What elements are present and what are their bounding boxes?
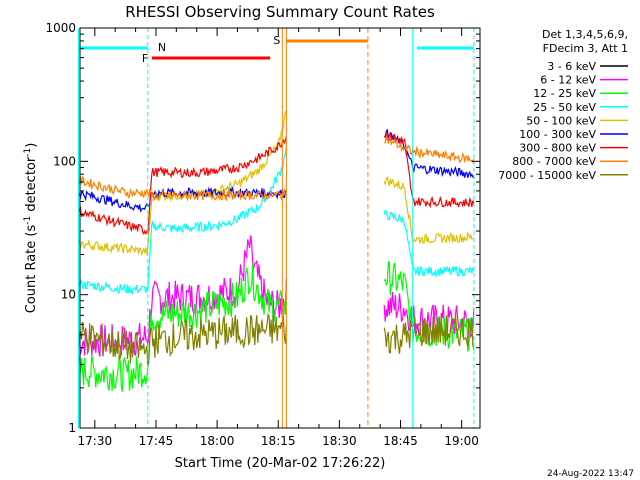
legend-entry-label: 12 - 25 keV	[533, 87, 596, 100]
flare-label: F	[142, 52, 148, 65]
series-line-2-0	[77, 263, 287, 392]
series-line-3-0	[77, 143, 287, 295]
legend-entry-label: 100 - 300 keV	[519, 128, 596, 141]
y-axis-label: Count Rate (s-1 detector-1)	[23, 143, 39, 314]
legend-entry-label: 300 - 800 keV	[519, 142, 596, 155]
legend-entry-label: 50 - 100 keV	[526, 114, 596, 127]
legend-header-1: FDecim 3, Att 1	[543, 42, 628, 55]
legend-entry-label: 800 - 7000 keV	[512, 155, 596, 168]
x-tick-label: 17:45	[139, 434, 174, 448]
series-line-8-1	[383, 313, 475, 354]
legend-entry-label: 3 - 6 keV	[547, 60, 596, 73]
axes-layer: 1 10 100 1000 17:30 17:45 18:00 18:15 18:30 18:45…	[45, 21, 481, 448]
saa-label: S	[273, 34, 280, 47]
chart-title: RHESSI Observing Summary Count Rates	[125, 3, 435, 21]
y-tick-label: 100	[53, 154, 76, 168]
series-line-6-0	[77, 135, 287, 236]
x-tick-label: 18:30	[322, 434, 357, 448]
x-tick-label: 17:30	[78, 434, 113, 448]
y-tick-label: 1	[68, 421, 76, 435]
legend-entry-label: 7000 - 15000 keV	[498, 169, 596, 182]
plot-layer	[77, 110, 475, 392]
y-axis-label-sup1: -1	[23, 216, 33, 225]
y-axis-label-mid: detector	[24, 156, 39, 216]
series-line-4-0	[78, 110, 287, 257]
y-axis-label-sup2: -1	[23, 148, 33, 157]
y-axis-label-main: Count Rate (s	[24, 225, 39, 314]
series-line-7-1	[383, 136, 475, 164]
series-line-8-0	[77, 312, 287, 368]
series-line-4-1	[383, 175, 475, 245]
x-tick-label: 18:45	[383, 434, 418, 448]
plot-frame	[79, 27, 481, 429]
legend-header-0: Det 1,3,4,5,6,9,	[542, 28, 628, 41]
y-axis-label-end: )	[24, 143, 39, 148]
annotation-layer: NF S	[78, 28, 475, 428]
series-line-5-1	[383, 128, 475, 179]
series-line-7-0	[78, 175, 287, 202]
legend-entry-label: 25 - 50 keV	[533, 101, 596, 114]
legend: Det 1,3,4,5,6,9,FDecim 3, Att 1 3 - 6 keV…	[498, 28, 628, 182]
series-line-6-1	[384, 132, 475, 209]
y-tick-label: 10	[61, 288, 76, 302]
legend-entry-label: 6 - 12 keV	[540, 74, 596, 87]
x-axis-label: Start Time (20-Mar-02 17:26:22)	[175, 456, 386, 471]
x-tick-label: 19:00	[444, 434, 479, 448]
x-tick-label: 18:15	[261, 434, 296, 448]
footer-date-stamp: 24-Aug-2022 13:47	[547, 469, 634, 479]
night-label: N	[158, 41, 166, 54]
y-tick-label: 1000	[45, 21, 76, 35]
series-line-3-1	[383, 209, 475, 278]
x-tick-label: 18:00	[200, 434, 235, 448]
